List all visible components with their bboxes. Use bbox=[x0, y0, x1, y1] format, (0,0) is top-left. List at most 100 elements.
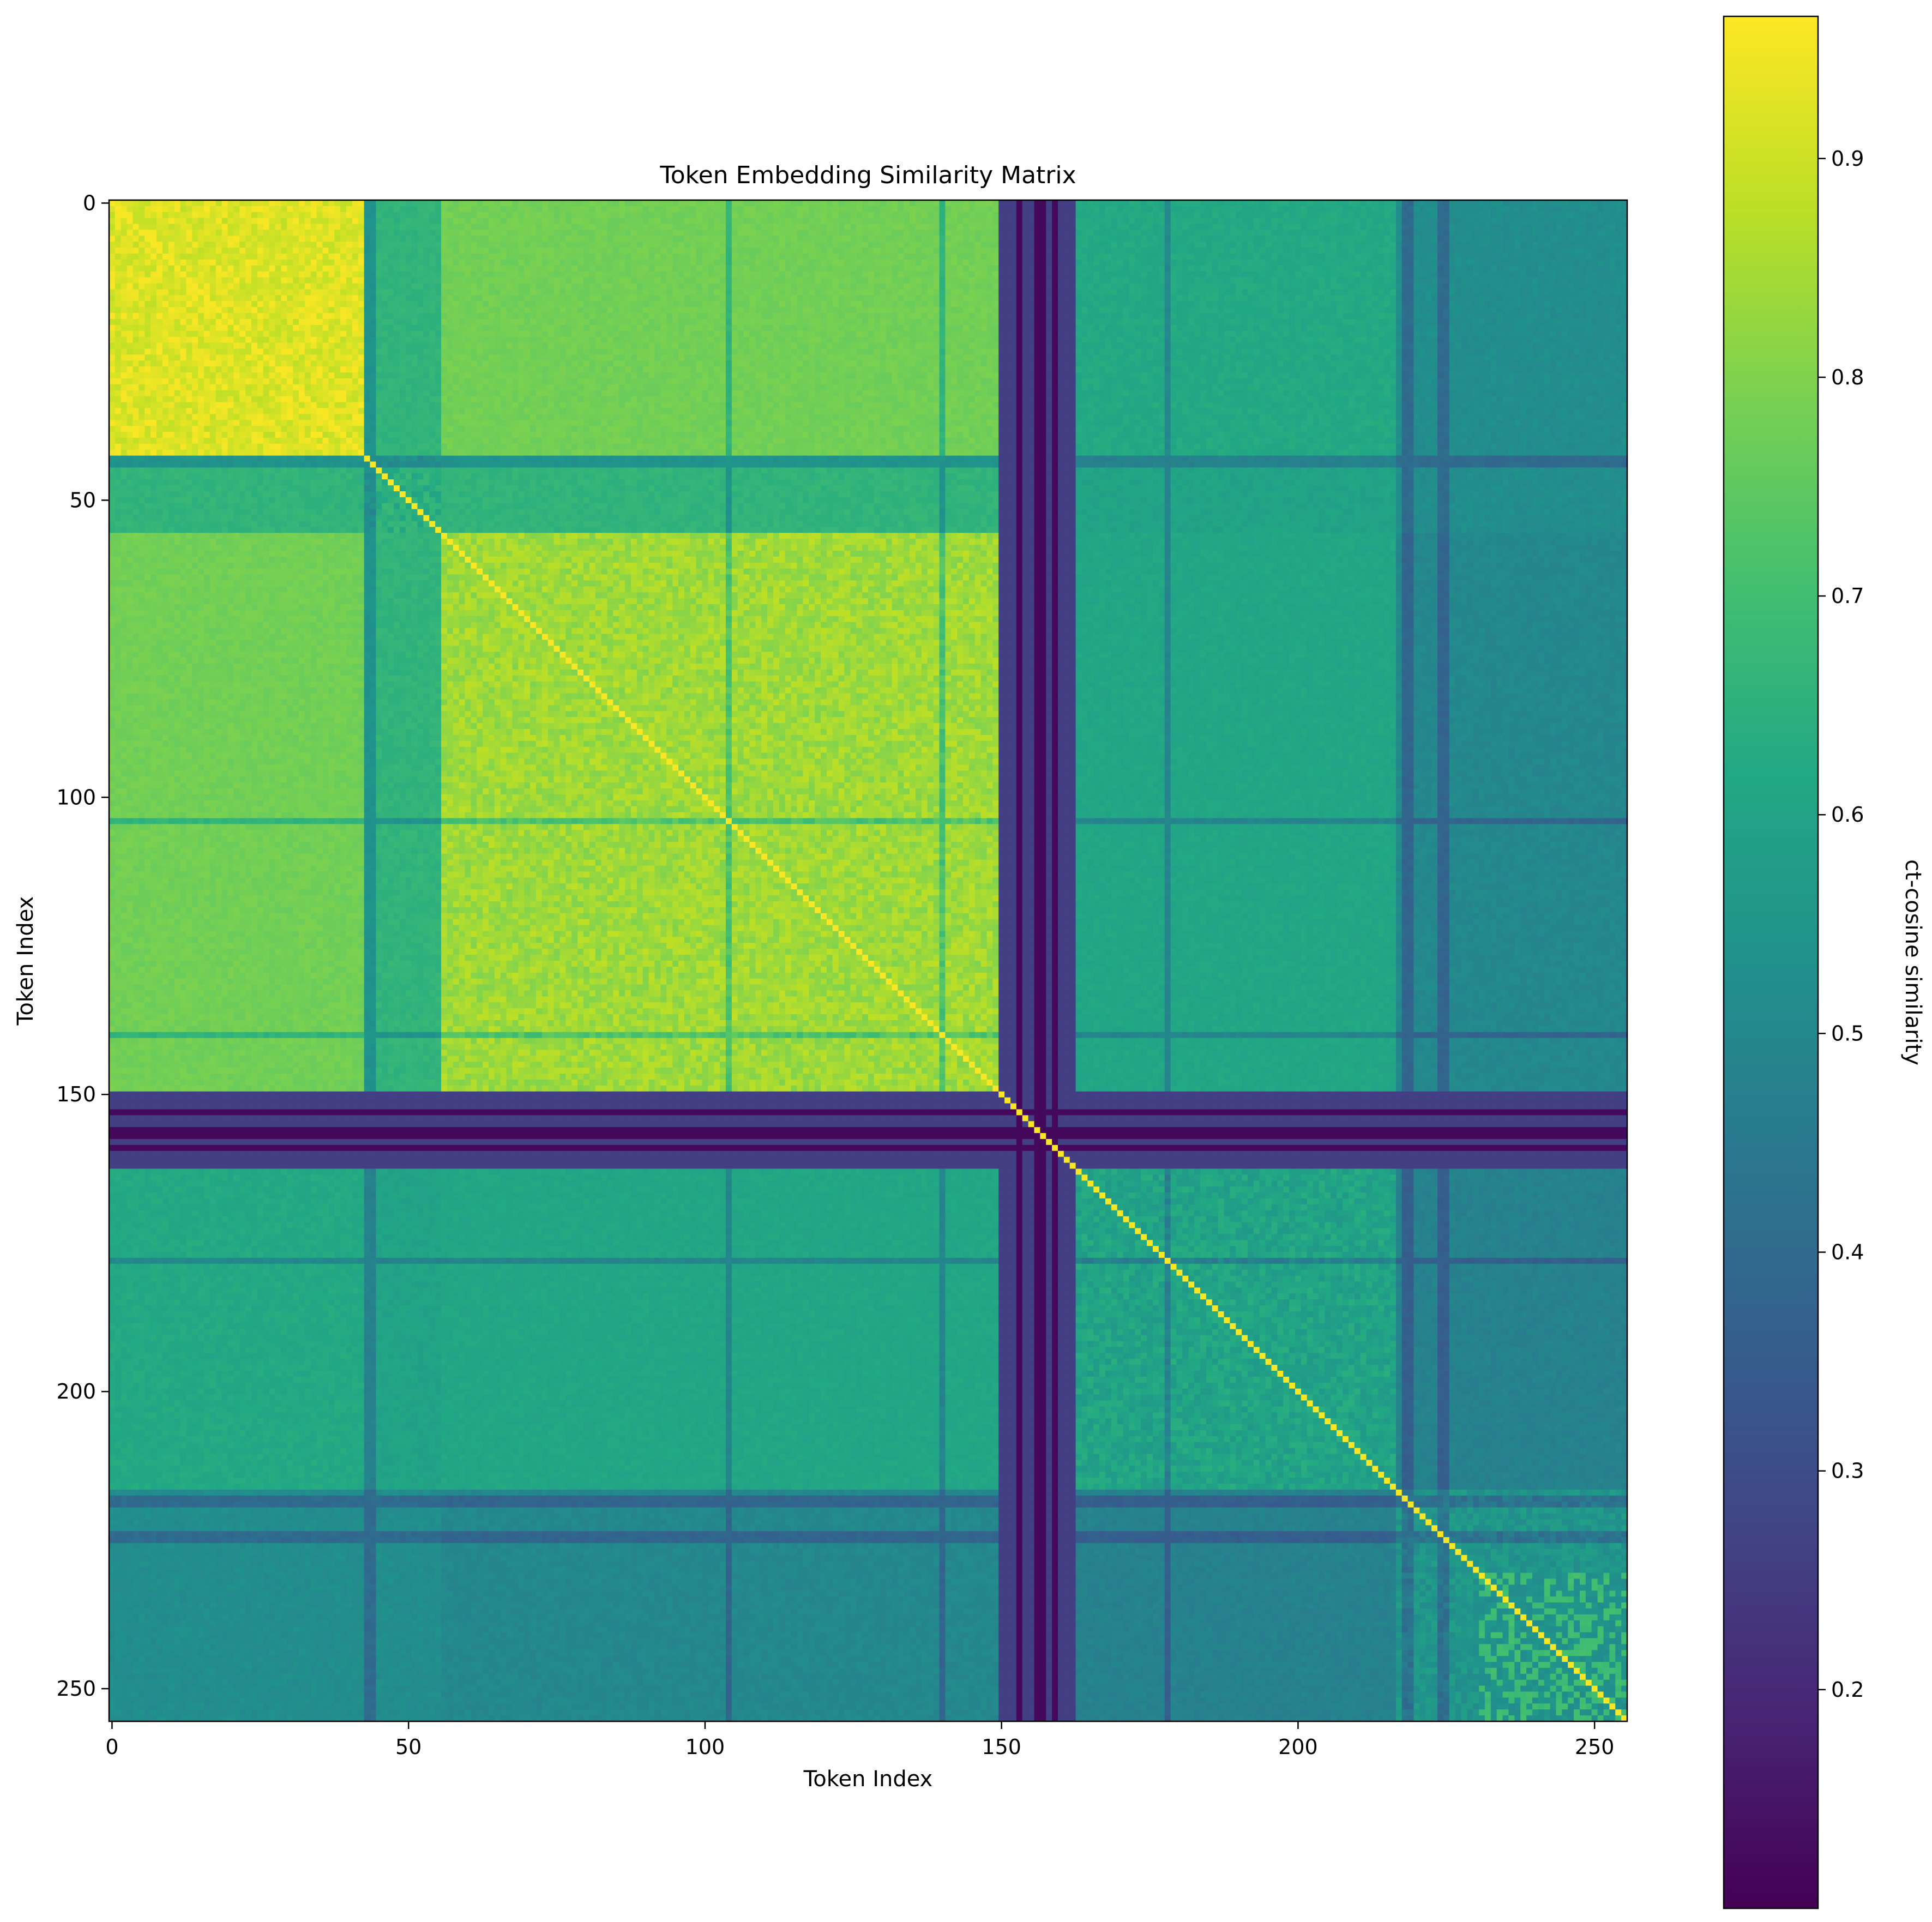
heatmap-cell bbox=[1331, 212, 1337, 219]
heatmap-cell bbox=[334, 206, 340, 213]
heatmap-cell bbox=[1538, 212, 1544, 219]
heatmap-cell bbox=[1544, 200, 1550, 207]
heatmap-cell bbox=[233, 230, 239, 236]
heatmap-cell bbox=[418, 200, 424, 207]
heatmap-cell bbox=[583, 230, 589, 236]
heatmap-cell bbox=[1099, 224, 1105, 231]
heatmap-cell bbox=[1105, 218, 1111, 225]
heatmap-cell bbox=[1485, 224, 1491, 231]
heatmap-cell bbox=[513, 212, 519, 219]
heatmap-cell bbox=[1093, 236, 1099, 242]
heatmap-cell bbox=[678, 200, 684, 207]
heatmap-cell bbox=[1040, 236, 1046, 242]
heatmap-cell bbox=[856, 230, 862, 236]
heatmap-cell bbox=[1248, 230, 1254, 236]
heatmap-cell bbox=[1087, 200, 1093, 207]
heatmap-cell bbox=[1266, 218, 1272, 225]
heatmap-cell bbox=[1034, 200, 1040, 207]
heatmap-cell bbox=[1514, 236, 1520, 242]
heatmap-cell bbox=[981, 200, 987, 207]
heatmap-cell bbox=[501, 218, 507, 225]
heatmap-cell bbox=[755, 224, 761, 231]
heatmap-cell bbox=[1159, 218, 1165, 225]
heatmap-cell bbox=[239, 230, 245, 236]
heatmap-cell bbox=[145, 200, 151, 207]
heatmap-cell bbox=[382, 242, 388, 248]
heatmap-cell bbox=[815, 236, 821, 242]
heatmap-cell bbox=[637, 236, 643, 242]
heatmap-cell bbox=[744, 218, 750, 225]
heatmap-cell bbox=[1349, 236, 1355, 242]
heatmap-cell bbox=[862, 230, 868, 236]
heatmap-cell bbox=[239, 218, 245, 225]
heatmap-cell bbox=[388, 218, 394, 225]
heatmap-cell bbox=[589, 200, 595, 207]
heatmap-cell bbox=[625, 242, 631, 248]
heatmap-cell bbox=[637, 200, 643, 207]
heatmap-cell bbox=[1218, 242, 1224, 248]
heatmap-cell bbox=[1058, 230, 1064, 236]
heatmap-cell bbox=[1004, 212, 1010, 219]
heatmap-cell bbox=[1449, 200, 1455, 207]
heatmap-cell bbox=[773, 236, 779, 242]
heatmap-cell bbox=[489, 218, 495, 225]
heatmap-cell bbox=[1046, 224, 1052, 231]
heatmap-cell bbox=[744, 236, 750, 242]
heatmap-cell bbox=[1064, 200, 1070, 207]
heatmap-cell bbox=[192, 224, 198, 231]
heatmap-cell bbox=[660, 206, 666, 213]
heatmap-cell bbox=[1532, 230, 1538, 236]
heatmap-cell bbox=[1437, 206, 1443, 213]
heatmap-cell bbox=[1361, 218, 1367, 225]
heatmap-cell bbox=[406, 224, 412, 231]
heatmap-cell bbox=[536, 200, 542, 207]
heatmap-cell bbox=[1402, 206, 1408, 213]
heatmap-cell bbox=[245, 200, 251, 207]
heatmap-cell bbox=[1182, 212, 1188, 219]
heatmap-cell bbox=[850, 206, 856, 213]
heatmap-cell bbox=[1159, 236, 1165, 242]
heatmap-cell bbox=[186, 242, 192, 248]
heatmap-cell bbox=[1064, 230, 1070, 236]
heatmap-cell bbox=[192, 236, 198, 242]
heatmap-cell bbox=[803, 218, 809, 225]
heatmap-cell bbox=[833, 242, 839, 248]
heatmap-cell bbox=[625, 218, 631, 225]
heatmap-cell bbox=[625, 206, 631, 213]
heatmap-cell bbox=[1556, 206, 1562, 213]
heatmap-cell bbox=[376, 212, 382, 219]
heatmap-cell bbox=[726, 206, 732, 213]
heatmap-cell bbox=[1283, 236, 1289, 242]
heatmap-cell bbox=[501, 224, 507, 231]
heatmap-cell bbox=[750, 224, 756, 231]
heatmap-cell bbox=[317, 212, 323, 219]
heatmap-cell bbox=[157, 242, 162, 248]
heatmap-cell bbox=[637, 218, 643, 225]
heatmap-cell bbox=[423, 218, 429, 225]
heatmap-cell bbox=[1236, 206, 1242, 213]
heatmap-cell bbox=[406, 236, 412, 242]
heatmap-cell bbox=[222, 230, 228, 236]
heatmap-cell bbox=[1141, 242, 1147, 248]
heatmap-cell bbox=[696, 200, 702, 207]
heatmap-cell bbox=[423, 212, 429, 219]
heatmap-cell bbox=[465, 218, 471, 225]
heatmap-cell bbox=[1485, 218, 1491, 225]
heatmap-cell bbox=[1272, 218, 1278, 225]
heatmap-cell bbox=[168, 200, 174, 207]
heatmap-cell bbox=[263, 206, 269, 213]
heatmap-cell bbox=[406, 206, 412, 213]
heatmap-cell bbox=[1052, 236, 1058, 242]
heatmap-cell bbox=[1325, 230, 1331, 236]
heatmap-cell bbox=[1479, 224, 1485, 231]
heatmap-cell bbox=[1598, 212, 1604, 219]
heatmap-cell bbox=[1277, 212, 1283, 219]
heatmap-cell bbox=[963, 206, 969, 213]
heatmap-cell bbox=[1509, 242, 1515, 248]
heatmap-cell bbox=[524, 242, 530, 248]
heatmap-cell bbox=[1206, 236, 1212, 242]
heatmap-cell bbox=[1449, 218, 1455, 225]
heatmap-cell bbox=[109, 248, 115, 254]
heatmap-cell bbox=[192, 206, 198, 213]
heatmap-cell bbox=[1325, 218, 1331, 225]
